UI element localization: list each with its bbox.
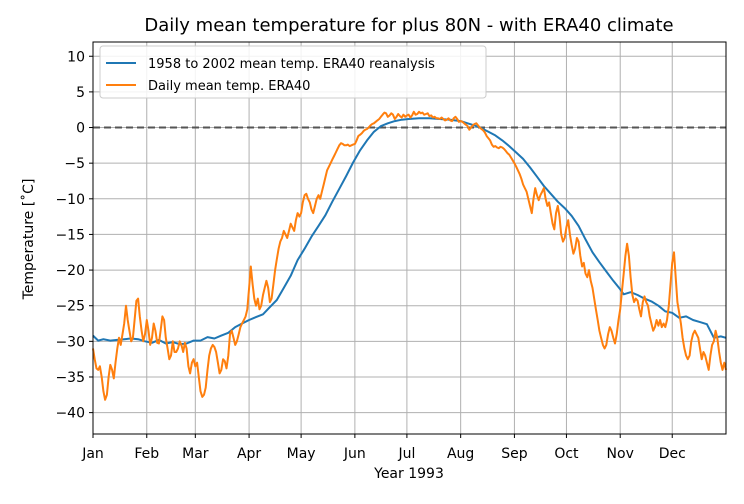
x-tick-label: Sep [501, 446, 528, 462]
x-tick-label: Aug [447, 446, 474, 462]
x-tick-label: Apr [237, 446, 261, 462]
climate-mean-line [92, 117, 727, 346]
x-axis-ticks: Jan Feb Mar Apr May Jun Jul Aug Sep Oct Nov Dec [81, 434, 686, 462]
y-tick-label: −30 [55, 334, 85, 350]
y-tick-label: 10 [67, 49, 85, 65]
y-tick-label: −5 [64, 156, 85, 172]
x-axis-title: Year 1993 [373, 466, 444, 482]
x-tick-label: Oct [554, 446, 579, 462]
x-tick-label: Mar [182, 446, 209, 462]
legend: 1958 to 2002 mean temp. ERA40 reanalysis… [99, 45, 487, 99]
legend-label-daily: Daily mean temp. ERA40 [148, 79, 310, 94]
x-tick-label: Feb [134, 446, 159, 462]
legend-box [99, 45, 487, 99]
grid [92, 42, 726, 434]
daily-temperature-line [92, 110, 727, 401]
y-tick-label: 5 [76, 85, 85, 101]
y-axis-ticks: 10 5 0 −5 −10 −15 −20 −25 −30 −35 −40 [55, 49, 93, 422]
chart-title: Daily mean temperature for plus 80N - wi… [144, 15, 673, 36]
y-axis-title: Temperature [˚C] [20, 179, 37, 301]
legend-label-climate: 1958 to 2002 mean temp. ERA40 reanalysis [148, 57, 435, 72]
x-tick-label: Jan [81, 446, 104, 462]
x-tick-label: Jul [397, 446, 415, 462]
series-layer [92, 110, 727, 401]
y-tick-label: −25 [55, 299, 85, 315]
y-tick-label: −20 [55, 263, 85, 279]
x-tick-label: Nov [607, 446, 634, 462]
x-tick-label: May [287, 446, 316, 462]
y-tick-label: −35 [55, 370, 85, 386]
y-tick-label: −15 [55, 227, 85, 243]
x-tick-label: Dec [659, 446, 686, 462]
x-tick-label: Jun [343, 446, 366, 462]
y-tick-label: 0 [76, 121, 85, 137]
y-tick-label: −10 [55, 192, 85, 208]
y-tick-label: −40 [55, 406, 85, 422]
plot-frame [92, 41, 727, 435]
